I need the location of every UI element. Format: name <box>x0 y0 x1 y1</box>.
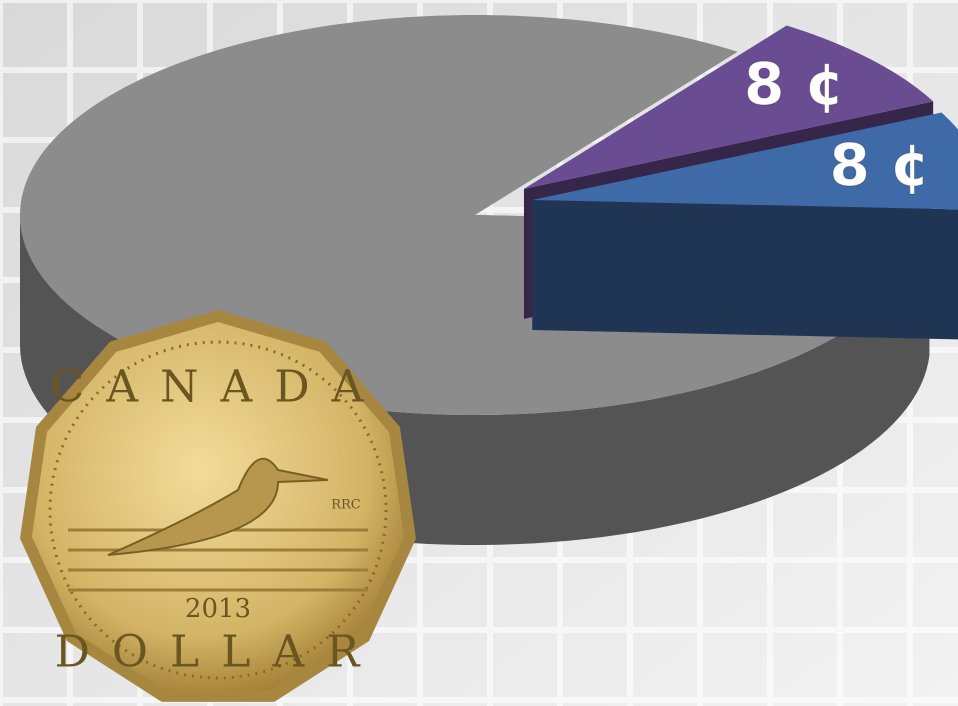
coin: CANADA RRC 2013 DOLLAR <box>20 310 416 702</box>
data-label: 8 ¢ <box>744 50 845 118</box>
coin-loon <box>107 457 329 556</box>
data-label: 8 ¢ <box>830 131 931 199</box>
coin-mark: RRC <box>331 498 361 513</box>
coin-year: 2013 <box>185 594 251 624</box>
coin-top: CANADA <box>51 362 386 413</box>
coin-bottom: DOLLAR <box>55 627 382 678</box>
coin-beads <box>48 340 388 680</box>
slice-cut <box>532 200 958 340</box>
slice <box>532 112 958 210</box>
slice <box>523 25 934 189</box>
